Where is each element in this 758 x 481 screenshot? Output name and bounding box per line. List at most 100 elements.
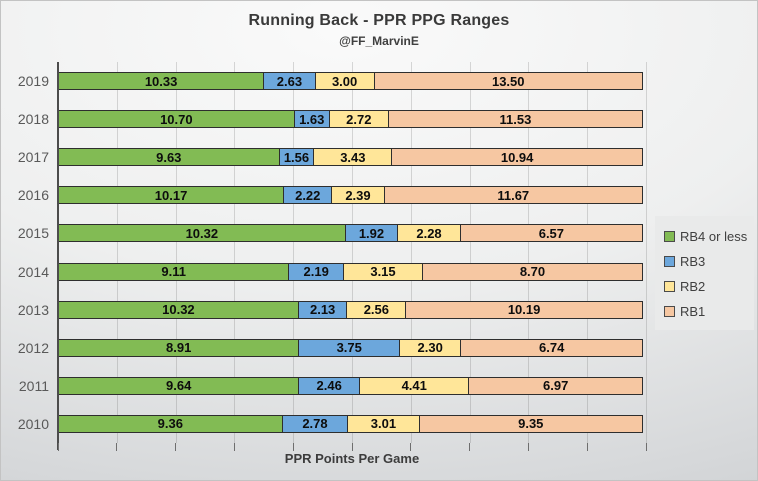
axis-tick — [233, 443, 235, 451]
y-axis-labels: 2019 2018 2017 2016 2015 2014 2013 2012 2011 2010 — [1, 62, 49, 443]
bar-value-label: 2.56 — [363, 302, 389, 318]
gridline — [293, 62, 295, 443]
bar-segment-rb4-or-less: 9.63 — [58, 148, 280, 167]
bar-value-label: 2.13 — [309, 302, 336, 318]
stacked-bar: 8.91 3.75 2.30 6.74 — [58, 338, 646, 357]
bar-value-label: 10.17 — [154, 187, 188, 203]
year-label: 2013 — [17, 301, 49, 318]
bar-segment-rb4-or-less: 10.32 — [58, 224, 346, 243]
bar-segment-rb3: 2.22 — [283, 186, 333, 205]
bar-value-label: 8.70 — [519, 264, 546, 280]
x-axis-ticks — [57, 443, 647, 451]
bar-value-label: 2.22 — [295, 187, 321, 203]
bar-value-label: 10.94 — [500, 149, 534, 165]
stacked-bar: 10.32 1.92 2.28 6.57 — [58, 224, 646, 243]
legend-swatch — [664, 231, 675, 242]
y-axis-line — [57, 62, 59, 450]
bar-value-label: 2.72 — [346, 111, 372, 127]
bar-segment-rb4-or-less: 10.70 — [58, 110, 295, 129]
legend-swatch — [664, 306, 675, 317]
bar-value-label: 10.33 — [144, 73, 178, 89]
bar-value-label: 2.28 — [416, 225, 442, 241]
stacked-bar: 9.64 2.46 4.41 6.97 — [58, 376, 646, 395]
legend: RB4 or less RB3 RB2 RB1 — [655, 216, 754, 330]
bar-row-2011: 9.64 2.46 4.41 6.97 — [58, 367, 646, 405]
year-label: 2014 — [17, 263, 49, 280]
bar-value-label: 1.56 — [283, 149, 310, 165]
gridline — [587, 62, 589, 443]
bar-segment-rb2: 2.28 — [397, 224, 461, 243]
year-label: 2011 — [18, 377, 49, 394]
plot-area: 10.33 2.63 3.00 13.50 10.70 1.63 2.72 11.53 9.63… — [58, 62, 647, 443]
bar-segment-rb4-or-less: 8.91 — [58, 338, 300, 357]
axis-tick — [410, 443, 412, 451]
bar-value-label: 3.15 — [370, 264, 396, 280]
stacked-bar: 9.36 2.78 3.01 9.35 — [58, 414, 646, 433]
bar-value-label: 2.19 — [303, 264, 329, 280]
chart-subtitle: @FF_MarvinE — [339, 34, 419, 48]
stacked-bar: 10.70 1.63 2.72 11.53 — [58, 110, 646, 129]
bar-row-2013: 10.32 2.13 2.56 10.19 — [58, 291, 646, 329]
axis-tick — [292, 443, 294, 451]
legend-item-rb2: RB2 — [664, 279, 754, 294]
axis-tick — [586, 443, 588, 451]
gridline — [410, 62, 412, 443]
bar-segment-rb2: 2.30 — [399, 338, 462, 357]
bar-segment-rb2: 4.41 — [359, 376, 470, 395]
bar-row-2015: 10.32 1.92 2.28 6.57 — [58, 214, 646, 252]
bar-value-label: 10.32 — [162, 302, 195, 318]
gridline — [116, 62, 118, 443]
year-label: 2015 — [17, 225, 49, 242]
bar-value-label: 2.46 — [316, 378, 342, 394]
bar-segment-rb3: 1.56 — [278, 148, 315, 167]
bar-value-label: 6.57 — [538, 225, 565, 241]
bar-value-label: 11.53 — [499, 111, 532, 127]
bar-row-2017: 9.63 1.56 3.43 10.94 — [58, 138, 646, 176]
bar-value-label: 3.75 — [336, 340, 362, 356]
gridline — [352, 62, 353, 443]
bar-segment-rb3: 2.46 — [298, 376, 360, 395]
stacked-bar: 10.17 2.22 2.39 11.67 — [58, 186, 646, 205]
bar-segment-rb4-or-less: 9.36 — [58, 414, 283, 433]
year-label: 2010 — [17, 415, 49, 432]
bar-segment-rb2: 2.39 — [331, 186, 385, 205]
bar-segment-rb2: 3.01 — [347, 414, 420, 433]
bar-value-label: 11.67 — [497, 187, 530, 203]
bar-row-2016: 10.17 2.22 2.39 11.67 — [58, 176, 646, 214]
bar-segment-rb1: 8.70 — [422, 262, 643, 281]
legend-swatch — [664, 256, 675, 267]
bar-value-label: 3.00 — [331, 73, 358, 89]
bar-segment-rb4-or-less: 9.11 — [58, 262, 290, 281]
legend-label: RB1 — [680, 304, 706, 319]
bar-value-label: 10.70 — [160, 111, 193, 127]
year-label: 2016 — [17, 187, 49, 204]
axis-tick — [57, 443, 59, 451]
bar-value-label: 2.78 — [302, 416, 328, 432]
stacked-bar: 9.63 1.56 3.43 10.94 — [58, 148, 646, 167]
bar-value-label: 2.30 — [417, 340, 443, 356]
bar-segment-rb3: 1.92 — [344, 224, 399, 243]
bar-segment-rb4-or-less: 9.64 — [58, 376, 300, 395]
bar-value-label: 8.91 — [166, 340, 192, 356]
bar-value-label: 3.01 — [370, 416, 397, 432]
bar-value-label: 9.64 — [166, 378, 192, 394]
legend-label: RB2 — [680, 279, 706, 294]
bar-segment-rb4-or-less: 10.33 — [58, 72, 265, 91]
bar-value-label: 1.92 — [358, 225, 385, 241]
legend-label: RB3 — [680, 254, 706, 269]
bar-value-label: 1.63 — [299, 111, 325, 127]
year-label: 2017 — [17, 149, 49, 166]
bar-value-label: 13.50 — [491, 73, 525, 89]
bar-segment-rb2: 3.00 — [314, 72, 375, 91]
bar-value-label: 9.35 — [518, 416, 544, 432]
bar-segment-rb1: 9.35 — [418, 414, 643, 433]
bar-value-label: 6.74 — [539, 340, 565, 356]
bar-value-label: 4.41 — [401, 378, 427, 394]
bar-segment-rb1: 6.57 — [459, 224, 643, 243]
bar-segment-rb3: 1.63 — [293, 110, 330, 129]
stacked-bar: 9.11 2.19 3.15 8.70 — [58, 262, 646, 281]
bar-segment-rb3: 2.78 — [281, 414, 349, 433]
bar-segment-rb1: 6.97 — [468, 376, 643, 395]
bar-segment-rb2: 3.43 — [313, 148, 393, 167]
bar-segment-rb3: 2.13 — [297, 300, 348, 319]
